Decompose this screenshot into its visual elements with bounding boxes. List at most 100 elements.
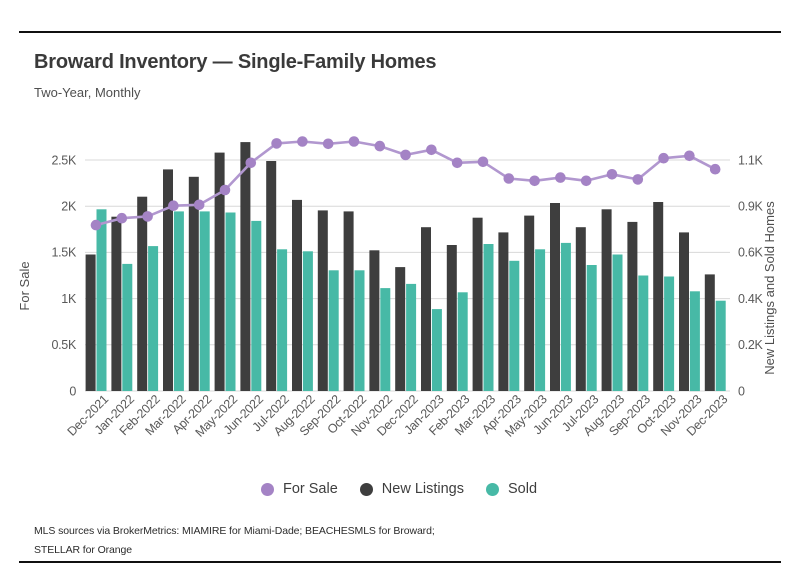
for-sale-point	[606, 169, 618, 180]
legend-label-new-listings: New Listings	[381, 481, 464, 497]
source-note-line1: MLS sources via BrokerMetrics: MIAMIRE f…	[34, 525, 435, 537]
for-sale-point	[374, 140, 386, 152]
legend-label-sold: Sold	[507, 481, 538, 497]
y-axis-tick-left: 2.5K	[51, 153, 76, 167]
legend-item-new-listings[interactable]: New Listings	[359, 481, 464, 497]
bar-sold	[173, 211, 184, 391]
bar-new-listings	[653, 202, 664, 391]
legend: For Sale New Listings Sold	[0, 481, 798, 497]
bar-new-listings	[524, 215, 535, 391]
bar-new-listings	[266, 161, 277, 391]
y-axis-tick-left: 2K	[61, 200, 77, 214]
bar-new-listings	[446, 245, 457, 391]
bar-new-listings	[369, 250, 380, 391]
y-axis-tick-left: 1K	[61, 292, 77, 306]
bar-new-listings	[111, 216, 122, 391]
for-sale-point	[271, 138, 282, 149]
for-sale-point	[193, 199, 205, 211]
bar-new-listings	[317, 210, 328, 391]
bar-new-listings	[292, 199, 302, 391]
chart-subtitle: Two-Year, Monthly	[34, 85, 141, 100]
bar-sold	[380, 288, 391, 391]
for-sale-point	[426, 144, 437, 156]
bar-sold	[431, 309, 442, 391]
bar-new-listings	[137, 196, 148, 391]
bar-sold	[509, 260, 520, 391]
for-sale-point	[658, 152, 669, 164]
bar-new-listings	[679, 232, 689, 391]
chart-title: Broward Inventory — Single-Family Homes	[34, 51, 437, 73]
y-axis-tick-right: 0.2K	[738, 338, 763, 352]
legend-item-sold[interactable]: Sold	[485, 481, 538, 497]
legend-label-for-sale: For Sale	[282, 481, 338, 497]
bar-new-listings	[85, 254, 96, 391]
top-border-rule	[19, 31, 781, 33]
for-sale-point	[219, 184, 231, 196]
for-sale-point	[90, 219, 102, 231]
bar-new-listings	[627, 221, 638, 391]
for-sale-point	[632, 174, 644, 185]
for-sale-point	[709, 163, 721, 175]
for-sale-point	[168, 200, 179, 211]
bar-sold	[715, 300, 726, 391]
for-sale-point	[116, 212, 128, 224]
for-sale-point	[451, 157, 463, 169]
bar-new-listings	[601, 209, 612, 391]
for-sale-point	[529, 175, 540, 187]
for-sale-legend-marker	[260, 482, 274, 496]
y-axis-tick-left: 0.5K	[51, 338, 76, 352]
bar-new-listings	[188, 176, 199, 391]
source-note-line2: STELLAR for Orange	[34, 544, 132, 556]
bar-new-listings	[240, 142, 251, 391]
for-sale-point	[297, 136, 308, 147]
for-sale-point	[503, 173, 515, 184]
bar-sold	[354, 270, 365, 392]
bar-new-listings	[704, 274, 715, 391]
bar-new-listings	[498, 232, 509, 391]
left-axis-title: For Sale	[17, 261, 32, 310]
right-axis-title: New Listings and Sold Homes	[762, 201, 777, 375]
bar-sold	[148, 246, 159, 391]
bar-sold	[122, 263, 133, 391]
y-axis-tick-right: 1.1K	[738, 153, 763, 167]
bar-new-listings	[343, 211, 354, 391]
for-sale-point	[580, 175, 592, 187]
for-sale-point	[245, 157, 257, 169]
bar-sold	[225, 212, 236, 391]
bar-sold	[277, 249, 288, 392]
legend-item-for-sale[interactable]: For Sale	[260, 481, 338, 497]
bar-sold	[612, 254, 623, 391]
bar-new-listings	[395, 267, 406, 391]
for-sale-point	[322, 138, 334, 150]
bar-sold	[483, 244, 494, 391]
bar-sold	[560, 242, 571, 391]
bar-sold	[328, 270, 339, 392]
bar-new-listings	[163, 169, 173, 391]
bar-new-listings	[575, 227, 586, 391]
sold-legend-marker	[485, 482, 499, 496]
y-axis-tick-right: 0	[738, 384, 745, 398]
bar-sold	[406, 283, 417, 391]
bar-new-listings	[472, 217, 483, 391]
bar-sold	[251, 220, 262, 391]
bar-sold	[96, 209, 107, 391]
bar-sold	[199, 211, 210, 391]
bar-sold	[664, 276, 675, 391]
for-sale-point	[400, 149, 411, 161]
bar-sold	[302, 251, 313, 391]
bar-new-listings	[214, 152, 225, 391]
y-axis-tick-left: 1.5K	[51, 246, 76, 260]
bar-sold	[638, 275, 649, 391]
bar-sold	[457, 292, 468, 391]
bottom-border-rule	[19, 561, 781, 563]
bar-sold	[689, 291, 700, 392]
bar-sold	[535, 249, 546, 392]
bar-sold	[586, 265, 597, 391]
y-axis-tick-right: 0.6K	[738, 246, 763, 260]
bar-new-listings	[421, 227, 431, 391]
for-sale-point	[477, 156, 489, 168]
for-sale-point	[142, 211, 153, 222]
bar-new-listings	[550, 203, 560, 391]
for-sale-point	[555, 172, 566, 183]
